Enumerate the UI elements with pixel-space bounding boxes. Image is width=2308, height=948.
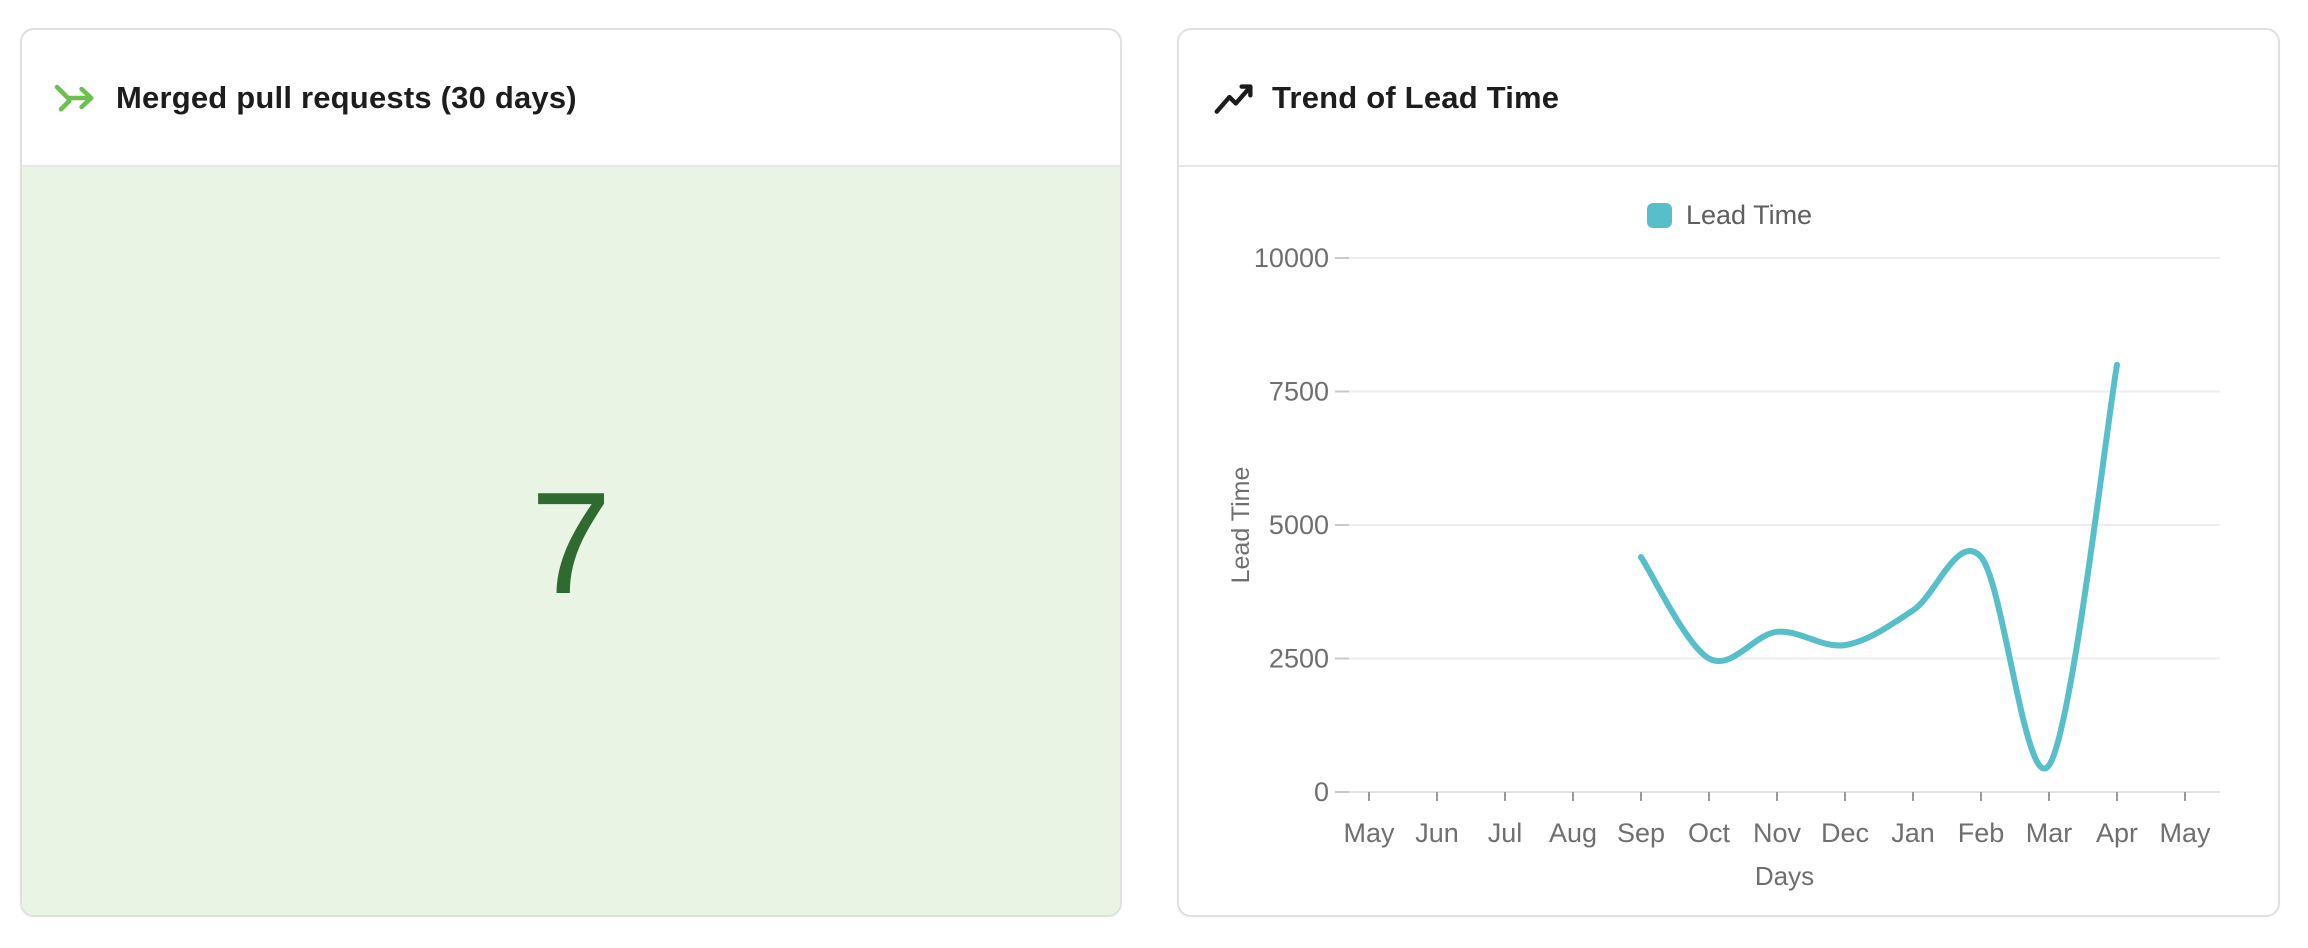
x-axis-tick-label: Oct: [1688, 818, 1731, 848]
chart-legend[interactable]: Lead Time: [1647, 200, 1812, 231]
lead-time-chart[interactable]: 0 2500 5000 7500 10000 May Jun Jul Aug Sep Oct Nov D…: [1179, 167, 2280, 917]
x-axis-tick-label: Jan: [1891, 818, 1935, 848]
x-axis-tick-label: Feb: [1958, 818, 2005, 848]
y-axis-tick-label: 10000: [1254, 243, 1329, 273]
x-axis-title: Days: [1755, 861, 1814, 891]
x-axis-tick-label: Dec: [1821, 818, 1869, 848]
panel-header: Merged pull requests (30 days): [22, 30, 1120, 167]
big-value: 7: [530, 461, 612, 624]
x-axis-tick-label: May: [2159, 818, 2211, 848]
x-axis-tick-label: Nov: [1753, 818, 1802, 848]
y-axis-tick-label: 5000: [1269, 510, 1329, 540]
panel-title: Merged pull requests (30 days): [116, 79, 577, 115]
x-axis-tick-label: Mar: [2026, 818, 2073, 848]
series-line-lead-time: [1638, 361, 2120, 772]
panel-header: Trend of Lead Time: [1179, 30, 2278, 167]
right-card-body: Lead Time 0 2500 5000 7500 10000 May Jun Jul Aug…: [1179, 167, 2280, 917]
x-axis-tick-label: Sep: [1617, 818, 1665, 848]
x-axis-tick-label: Aug: [1549, 818, 1597, 848]
legend-label: Lead Time: [1686, 200, 1813, 230]
trend-of-lead-time-panel: Trend of Lead Time Lead Time 0 2500 5000 75…: [1177, 28, 2280, 917]
y-axis-tick-label: 7500: [1269, 377, 1329, 407]
x-axis-tick-label: Jun: [1415, 818, 1459, 848]
y-axis-tick-label: 0: [1314, 777, 1329, 807]
legend-swatch-lead-time[interactable]: [1647, 203, 1672, 228]
x-axis-tick-label: Apr: [2096, 818, 2138, 848]
merged-pull-requests-panel: Merged pull requests (30 days) 7: [20, 28, 1122, 917]
y-axis-title: Lead Time: [1227, 467, 1255, 584]
x-axis-tick-label: May: [1343, 818, 1395, 848]
y-axis-tick-label: 2500: [1269, 644, 1329, 674]
left-card-body: 7: [22, 167, 1120, 915]
trending-up-icon: [1212, 78, 1256, 118]
panel-title: Trend of Lead Time: [1272, 79, 1560, 115]
merge-arrow-icon: [52, 78, 100, 118]
x-axis-tick-label: Jul: [1488, 818, 1523, 848]
